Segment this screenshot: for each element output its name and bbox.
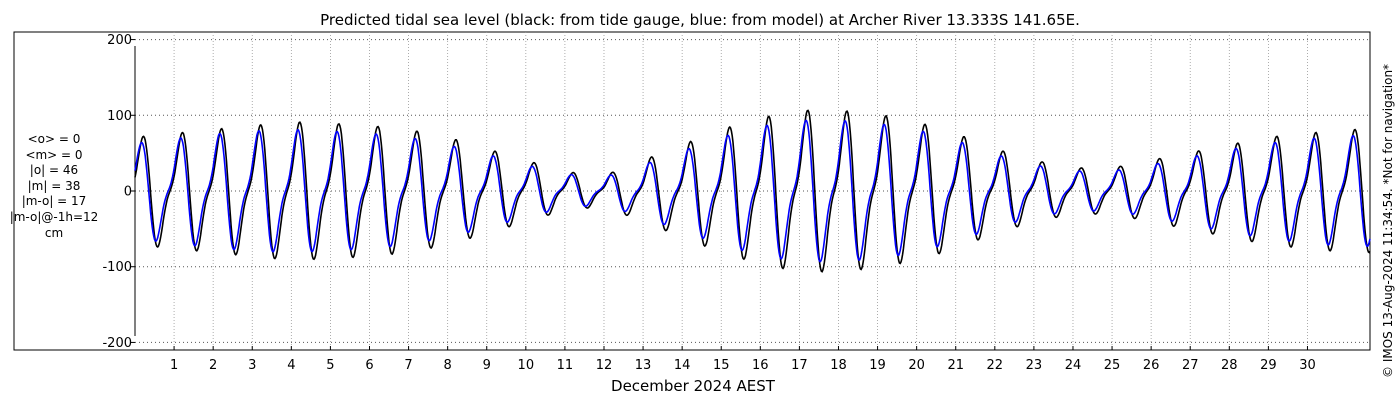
x-tick-label: 15 bbox=[713, 358, 730, 373]
x-tick-label: 1 bbox=[170, 358, 178, 373]
x-tick-label: 8 bbox=[444, 358, 452, 373]
x-tick-label: 7 bbox=[404, 358, 412, 373]
y-tick-label: -100 bbox=[102, 260, 132, 275]
y-axis: 200 100 0 -100 -200 bbox=[102, 33, 136, 351]
x-tick-label: 16 bbox=[752, 358, 769, 373]
stat-mean-model: <m> = 0 bbox=[25, 147, 83, 162]
grid-lines bbox=[135, 32, 1370, 350]
x-axis: 1 2 3 4 5 6 7 8 9 10 11 12 13 14 15 16 17 18 19 20 21 22 23 24 2… bbox=[170, 346, 1316, 373]
stats-panel: <o> = 0 <m> = 0 |o| = 46 |m| = 38 |m-o| … bbox=[6, 132, 102, 241]
x-tick-label: 21 bbox=[947, 358, 964, 373]
y-tick-label: 100 bbox=[107, 109, 132, 124]
x-tick-label: 22 bbox=[987, 358, 1004, 373]
series-gauge-line bbox=[134, 109, 1371, 273]
x-tick-label: 14 bbox=[674, 358, 691, 373]
copyright-note: © IMOS 13-Aug-2024 11:34:54. *Not for na… bbox=[1381, 64, 1395, 378]
x-tick-label: 24 bbox=[1065, 358, 1082, 373]
x-tick-label: 18 bbox=[830, 358, 847, 373]
x-tick-label: 9 bbox=[483, 358, 491, 373]
x-tick-label: 11 bbox=[557, 358, 574, 373]
series-model-line bbox=[134, 119, 1371, 263]
x-tick-label: 3 bbox=[248, 358, 256, 373]
stat-abs-model: |m| = 38 bbox=[27, 178, 81, 193]
stat-unit: cm bbox=[44, 225, 64, 240]
chart-title: Predicted tidal sea level (black: from t… bbox=[320, 11, 1080, 29]
y-tick-label: -200 bbox=[102, 336, 132, 351]
x-tick-label: 5 bbox=[326, 358, 334, 373]
x-tick-label: 26 bbox=[1143, 358, 1160, 373]
series-group bbox=[134, 109, 1371, 273]
x-tick-label: 13 bbox=[635, 358, 652, 373]
x-tick-label: 20 bbox=[908, 358, 925, 373]
x-axis-label: December 2024 AEST bbox=[611, 377, 776, 395]
x-tick-label: 28 bbox=[1221, 358, 1238, 373]
x-tick-label: 23 bbox=[1026, 358, 1043, 373]
x-tick-label: 4 bbox=[287, 358, 295, 373]
x-tick-label: 27 bbox=[1182, 358, 1199, 373]
x-tick-label: 30 bbox=[1299, 358, 1316, 373]
x-tick-label: 10 bbox=[518, 358, 535, 373]
y-tick-label: 0 bbox=[124, 185, 132, 200]
x-tick-label: 17 bbox=[791, 358, 808, 373]
x-tick-label: 2 bbox=[209, 358, 217, 373]
stat-mean-observed: <o> = 0 bbox=[27, 132, 81, 146]
x-tick-label: 29 bbox=[1260, 358, 1277, 373]
y-tick-label: 200 bbox=[107, 33, 132, 48]
x-tick-label: 12 bbox=[596, 358, 613, 373]
stat-abs-diff-lag: |m-o|@-1h=12 bbox=[9, 209, 99, 224]
stat-abs-diff: |m-o| = 17 bbox=[21, 194, 87, 209]
outer-frame bbox=[13, 31, 1371, 351]
x-tick-label: 6 bbox=[365, 358, 373, 373]
stat-abs-observed: |o| = 46 bbox=[29, 163, 79, 178]
x-tick-label: 25 bbox=[1104, 358, 1121, 373]
x-tick-label: 19 bbox=[869, 358, 886, 373]
